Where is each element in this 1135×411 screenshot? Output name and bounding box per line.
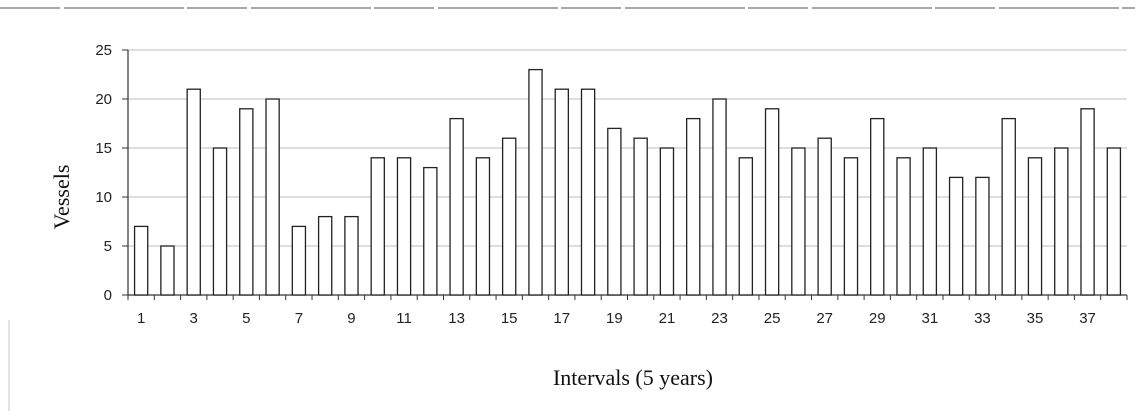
y-axis-title: Vessels — [49, 165, 74, 230]
bar-14 — [475, 157, 491, 296]
x-tick-label: 35 — [1027, 310, 1044, 327]
bar-22 — [686, 117, 701, 296]
bar-28 — [843, 157, 859, 296]
bar-20 — [633, 137, 648, 296]
x-tick-label: 3 — [190, 310, 198, 327]
bar-7 — [291, 225, 307, 296]
x-tick-label: 37 — [1079, 310, 1096, 327]
bar-10 — [370, 157, 385, 296]
x-axis-title: Intervals (5 years) — [553, 365, 713, 390]
bar-21 — [659, 147, 675, 296]
bar-26 — [791, 147, 806, 296]
bar-5 — [239, 108, 254, 296]
x-tick-label: 1 — [137, 310, 145, 327]
bar-36 — [1054, 147, 1069, 296]
y-tick-label: 25 — [95, 42, 112, 59]
bar-27 — [817, 137, 832, 296]
y-tick-label: 0 — [104, 287, 112, 304]
x-tick-label: 9 — [347, 310, 355, 327]
x-tick-label: 29 — [869, 310, 886, 327]
bar-1 — [133, 225, 149, 296]
bar-6 — [265, 98, 280, 296]
x-tick-labels: 1 3 5 7 9 11 13 15 17 19 21 23 25 27 29 31 33 35 37 — [137, 310, 1096, 327]
bar-16 — [528, 68, 543, 296]
y-tick-label: 10 — [95, 189, 112, 206]
x-tick-label: 33 — [974, 310, 991, 327]
y-tick-labels: 0 5 10 15 20 25 — [95, 42, 112, 304]
x-tick-label: 15 — [501, 310, 518, 327]
bar-15 — [501, 137, 517, 296]
bar-12 — [423, 166, 438, 296]
bar-24 — [738, 157, 754, 296]
x-tick-label: 31 — [921, 310, 938, 327]
y-tick-label: 15 — [95, 140, 112, 157]
bar-38 — [1106, 147, 1122, 296]
bar-4 — [212, 147, 228, 296]
bar-34 — [1001, 117, 1016, 296]
x-tick-label: 17 — [553, 310, 570, 327]
x-tick-label: 11 — [396, 310, 412, 327]
x-tick-label: 27 — [816, 310, 833, 327]
bar-33 — [975, 176, 990, 296]
x-tick-label: 25 — [764, 310, 781, 327]
bar-13 — [449, 117, 464, 296]
bar-23 — [712, 98, 727, 296]
bar-9 — [344, 215, 359, 296]
bar-32 — [948, 176, 964, 296]
bar-17 — [554, 88, 569, 296]
x-tick-label: 13 — [448, 310, 465, 327]
x-tick-label: 23 — [711, 310, 728, 327]
x-tick-label: 7 — [295, 310, 303, 327]
x-tick-label: 5 — [242, 310, 250, 327]
bar-19 — [607, 127, 622, 296]
bar-18 — [580, 88, 596, 296]
bar-37 — [1080, 108, 1095, 296]
bar-35 — [1027, 157, 1043, 296]
bar-29 — [870, 117, 885, 296]
y-tick-label: 20 — [95, 91, 112, 108]
bar-2 — [160, 245, 175, 296]
y-tick-label: 5 — [104, 238, 112, 255]
bar-3 — [186, 88, 201, 296]
bar-25 — [764, 108, 780, 296]
x-tick-label: 21 — [659, 310, 676, 327]
bars — [133, 68, 1122, 296]
bar-30 — [896, 157, 911, 296]
x-tick-label: 19 — [606, 310, 623, 327]
bar-31 — [922, 147, 938, 296]
bar-8 — [317, 215, 333, 296]
bar-11 — [396, 157, 412, 296]
